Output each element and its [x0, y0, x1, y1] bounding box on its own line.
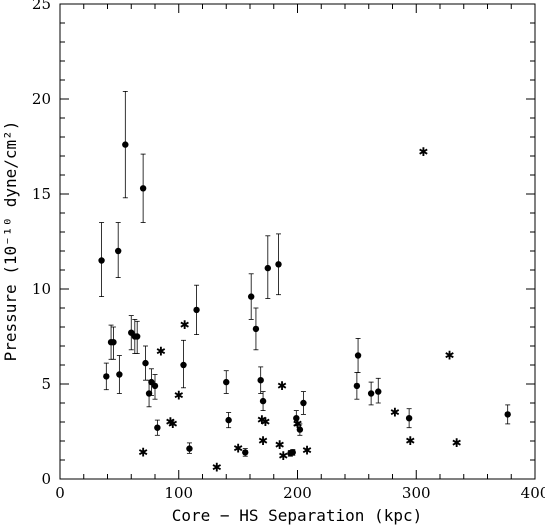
data-point-circle	[296, 426, 304, 433]
data-point-circle	[264, 264, 272, 272]
data-point-star: ✱	[212, 461, 222, 475]
data-point-circle	[300, 399, 307, 407]
data-point-star: ✱	[156, 345, 166, 359]
x-tick-label: 400	[521, 484, 545, 502]
data-point-star: ✱	[260, 415, 270, 429]
data-point-star: ✱	[277, 379, 287, 393]
x-tick-label: 200	[283, 484, 312, 502]
data-marks: ✱✱✱✱✱✱✱✱✱✱✱✱✱✱✱✱✱✱✱✱✱	[98, 91, 511, 475]
data-point-star: ✱	[390, 406, 400, 420]
y-tick-label: 25	[32, 0, 51, 13]
data-point-circle	[151, 382, 159, 390]
x-tick-label: 300	[402, 484, 431, 502]
data-point-star: ✱	[275, 438, 285, 452]
plot-frame	[59, 3, 536, 480]
data-point-star: ✱	[418, 145, 428, 159]
data-point-circle	[354, 352, 362, 359]
data-point-circle	[180, 361, 187, 369]
data-point-circle	[186, 445, 193, 452]
data-point-star: ✱	[302, 444, 312, 458]
data-point-star: ✱	[233, 442, 243, 456]
data-point-star: ✱	[292, 417, 302, 431]
data-point-circle	[405, 415, 413, 422]
data-point-circle	[252, 325, 260, 333]
data-point-circle	[275, 261, 282, 268]
data-point-circle	[122, 141, 129, 148]
data-point-circle	[116, 371, 123, 378]
data-point-circle	[133, 333, 141, 340]
data-point-circle	[504, 411, 511, 418]
y-tick-label: 20	[32, 90, 51, 108]
data-point-star: ✱	[405, 434, 415, 448]
data-point-star: ✱	[168, 417, 178, 431]
y-tick-label: 5	[41, 375, 51, 393]
data-point-circle	[259, 397, 267, 405]
data-point-circle	[103, 373, 110, 380]
data-point-circle	[289, 449, 296, 456]
data-point-circle	[375, 388, 382, 395]
data-point-star: ✱	[165, 415, 175, 429]
y-axis-label: Pressure (10⁻¹⁰ dyne/cm²)	[1, 121, 20, 362]
data-point-circle	[98, 257, 105, 264]
data-point-circle	[193, 306, 200, 314]
data-point-circle	[110, 339, 117, 346]
data-point-star: ✱	[138, 445, 148, 459]
data-point-star: ✱	[278, 449, 288, 463]
data-point-circle	[367, 390, 375, 397]
data-point-circle	[225, 416, 232, 424]
y-tick-label: 10	[32, 280, 51, 298]
x-tick-label: 0	[55, 484, 65, 502]
data-point-circle	[247, 293, 255, 300]
tick-labels: 0 100 200 300 400 0 5 10 15 20 25	[32, 0, 545, 502]
data-point-circle	[353, 382, 361, 390]
data-point-star: ✱	[452, 436, 462, 450]
y-tick-label: 15	[32, 185, 51, 203]
data-point-circle	[139, 185, 147, 192]
axis-ticks	[59, 3, 536, 480]
data-point-circle	[114, 247, 122, 255]
data-point-star: ✱	[444, 349, 454, 363]
data-point-circle	[257, 377, 264, 384]
data-point-star: ✱	[180, 318, 190, 332]
y-tick-label: 0	[41, 470, 51, 488]
data-point-circle	[223, 378, 230, 386]
x-tick-label: 100	[164, 484, 193, 502]
data-point-circle	[293, 415, 300, 422]
data-point-circle	[142, 359, 149, 367]
data-point-star: ✱	[258, 434, 268, 448]
data-point-star: ✱	[257, 413, 267, 427]
data-point-star: ✱	[174, 388, 184, 402]
x-axis-label: Core − HS Separation (kpc)	[172, 506, 422, 525]
data-point-circle	[154, 424, 161, 431]
data-point-circle	[242, 449, 249, 456]
